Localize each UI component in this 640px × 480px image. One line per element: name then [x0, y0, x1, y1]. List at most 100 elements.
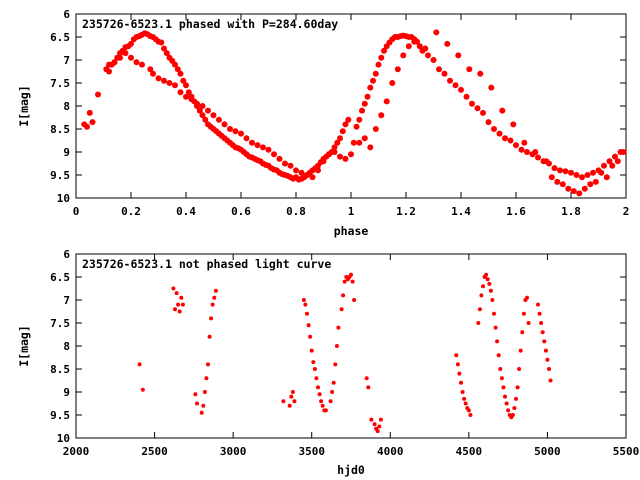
y-tick-label: 7.5: [50, 317, 70, 330]
data-point: [425, 52, 431, 59]
data-point: [454, 353, 459, 358]
data-point: [485, 277, 490, 282]
data-point: [173, 307, 177, 312]
data-point: [193, 392, 198, 397]
data-point: [330, 390, 335, 394]
data-point: [89, 119, 96, 126]
data-point: [554, 178, 561, 185]
data-point: [488, 288, 493, 293]
data-point: [314, 376, 319, 381]
data-point: [492, 311, 496, 316]
data-point: [496, 130, 503, 137]
data-point: [352, 298, 357, 302]
data-point: [457, 371, 462, 376]
data-point: [238, 130, 244, 137]
data-point: [543, 348, 548, 353]
data-point: [364, 93, 371, 100]
data-point: [137, 362, 142, 367]
data-point: [498, 367, 503, 371]
data-point: [106, 61, 112, 68]
x-axis-label: hjd0: [337, 463, 365, 477]
data-point: [185, 89, 192, 96]
data-point: [436, 66, 442, 73]
data-point: [447, 77, 453, 84]
data-point: [304, 172, 310, 178]
data-point: [293, 167, 299, 174]
data-point: [590, 169, 596, 176]
data-point: [177, 309, 182, 314]
data-point: [171, 286, 176, 291]
data-point: [479, 293, 484, 298]
y-tick-label: 9.5: [50, 409, 70, 422]
data-point: [117, 54, 123, 61]
data-point: [361, 100, 368, 107]
data-point: [557, 167, 563, 174]
data-point: [339, 307, 344, 312]
data-point: [320, 403, 325, 408]
x-tick-label: 3000: [220, 445, 247, 458]
data-point: [592, 178, 599, 185]
data-point: [289, 394, 294, 399]
data-point: [562, 168, 569, 175]
data-point: [545, 357, 550, 362]
data-point: [232, 128, 239, 135]
phased-light-curve-panel: 235726-6523.1 phased with P=284.60day ph…: [17, 8, 629, 238]
data-point: [526, 321, 531, 325]
data-point: [342, 121, 349, 128]
data-point: [455, 52, 462, 59]
y-tick-label: 7.5: [50, 77, 70, 90]
data-point: [306, 323, 311, 328]
data-point: [188, 96, 195, 103]
data-point: [345, 116, 352, 123]
data-point: [323, 408, 328, 413]
data-point: [506, 408, 511, 413]
data-point: [603, 174, 610, 181]
data-point: [540, 330, 545, 335]
data-point: [106, 68, 112, 75]
data-point: [598, 169, 605, 176]
data-point: [172, 61, 178, 68]
data-point: [308, 334, 313, 339]
y-tick-label: 10: [57, 432, 70, 445]
data-point: [180, 77, 187, 84]
data-point: [333, 362, 338, 367]
data-point: [463, 401, 468, 406]
data-point: [342, 279, 347, 284]
x-tick-label: 0.6: [231, 205, 251, 218]
data-point: [249, 139, 255, 146]
x-tick-label: 4500: [456, 445, 483, 458]
data-point: [476, 321, 481, 325]
data-point: [111, 59, 118, 66]
data-point: [372, 422, 377, 427]
data-point: [501, 385, 506, 390]
data-point: [535, 154, 541, 161]
data-point: [227, 126, 233, 132]
data-point: [491, 126, 497, 132]
data-point: [158, 39, 165, 46]
data-point: [176, 302, 181, 307]
data-point: [514, 396, 518, 401]
data-point: [177, 89, 184, 96]
y-tick-label: 9: [63, 146, 70, 159]
data-point: [319, 399, 324, 404]
data-point: [458, 86, 464, 93]
data-point: [161, 45, 167, 52]
x-tick-label: 0: [73, 205, 80, 218]
data-point: [311, 360, 316, 365]
data-point: [350, 279, 355, 284]
data-point: [485, 119, 492, 126]
data-point: [502, 135, 508, 142]
data-point: [521, 311, 526, 316]
data-point: [543, 158, 550, 165]
data-point: [216, 116, 222, 123]
data-point: [389, 80, 396, 86]
data-point: [487, 281, 492, 286]
data-point: [177, 70, 184, 77]
data-point: [183, 82, 189, 89]
y-tick-label: 9: [63, 386, 70, 399]
data-point: [493, 325, 498, 330]
data-point: [565, 185, 572, 192]
data-point: [260, 144, 266, 151]
data-point: [452, 82, 459, 89]
